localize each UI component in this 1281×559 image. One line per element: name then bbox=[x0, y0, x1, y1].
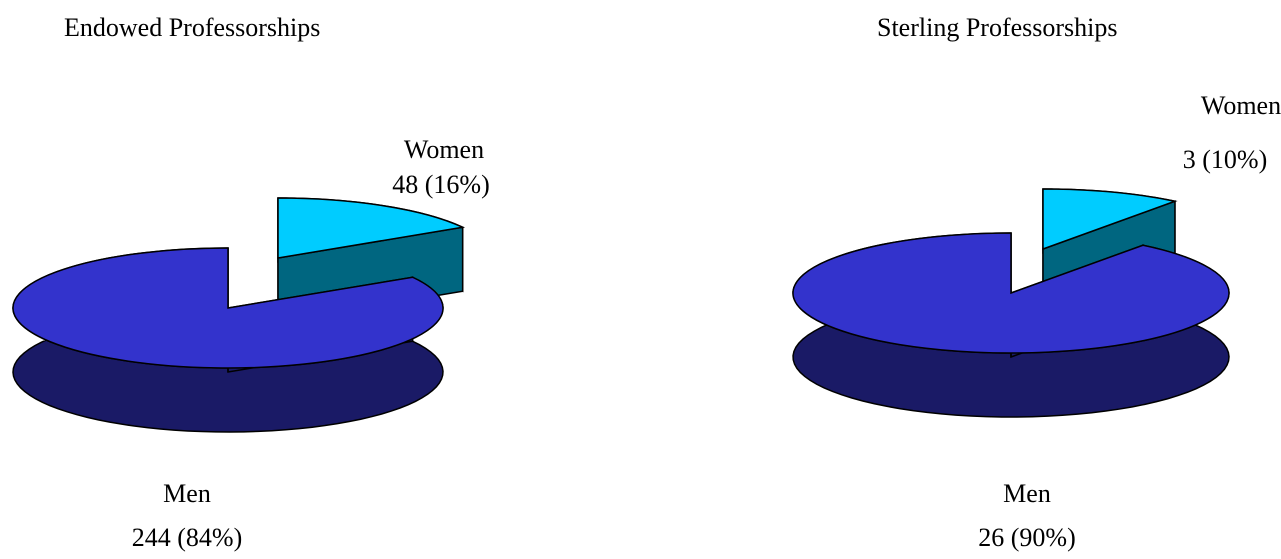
pie-slice-men bbox=[12, 247, 444, 433]
pie-slice-men bbox=[792, 232, 1230, 418]
slice-value-men: 244 (84%) bbox=[132, 523, 242, 552]
pie-slice-top bbox=[1042, 188, 1178, 251]
chart-title: Sterling Professorships bbox=[877, 13, 1118, 42]
slice-value-women: 3 (10%) bbox=[1183, 145, 1267, 174]
slice-label-women: Women bbox=[1201, 91, 1281, 120]
slice-label-women: Women bbox=[404, 135, 484, 164]
chart-title: Endowed Professorships bbox=[64, 13, 320, 42]
pie-chart-sterling: Sterling Professorships Women 3 (10%) Me… bbox=[792, 13, 1281, 552]
slice-value-men: 26 (90%) bbox=[978, 523, 1075, 552]
pie-slice-top bbox=[12, 247, 444, 369]
pie-body bbox=[12, 197, 466, 433]
slice-value-women: 48 (16%) bbox=[392, 170, 489, 199]
pie-slice-top bbox=[792, 232, 1230, 354]
pie-body bbox=[792, 188, 1230, 418]
pie-chart-endowed: Endowed Professorships Women 48 (16%) Me… bbox=[12, 13, 490, 552]
slice-label-men: Men bbox=[1003, 479, 1051, 508]
pie-slice-top bbox=[277, 197, 466, 259]
slice-label-men: Men bbox=[163, 479, 211, 508]
